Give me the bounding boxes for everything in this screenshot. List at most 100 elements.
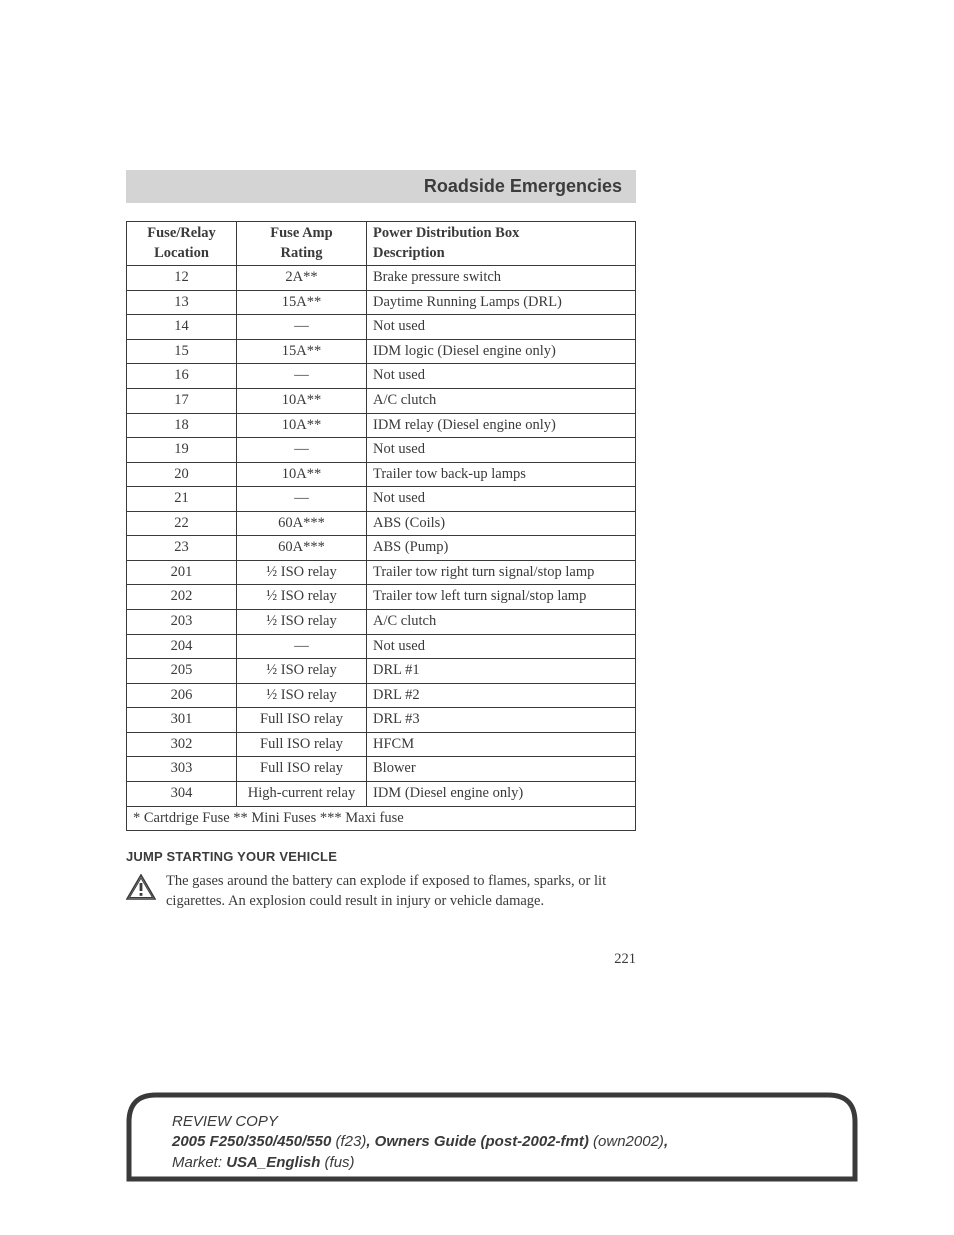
cell-location: 303 [127, 757, 237, 782]
cell-location: 22 [127, 511, 237, 536]
table-row: 206½ ISO relayDRL #2 [127, 683, 636, 708]
cell-desc: IDM relay (Diesel engine only) [367, 413, 636, 438]
table-footnote: * Cartdrige Fuse ** Mini Fuses *** Maxi … [127, 806, 636, 831]
cell-location: 17 [127, 388, 237, 413]
col-header-location: Fuse/Relay Location [127, 222, 237, 266]
footer-bold: Owners Guide (post-2002-fmt) [375, 1133, 593, 1150]
footer-line3: Market: USA_English (fus) [172, 1153, 668, 1173]
col-header-desc: Power Distribution Box Description [367, 222, 636, 266]
cell-amp: Full ISO relay [237, 708, 367, 733]
cell-location: 206 [127, 683, 237, 708]
jump-start-heading: JUMP STARTING YOUR VEHICLE [126, 849, 636, 864]
footer-text: (own2002) [593, 1133, 664, 1150]
table-row: 203½ ISO relayA/C clutch [127, 610, 636, 635]
cell-amp: 15A** [237, 339, 367, 364]
footer-text: (f23) [335, 1133, 366, 1150]
cell-amp: ½ ISO relay [237, 683, 367, 708]
footer-text: Market: [172, 1154, 226, 1171]
col-header-text: Power Distribution Box [373, 225, 519, 241]
table-row: 302Full ISO relayHFCM [127, 732, 636, 757]
cell-amp: 2A** [237, 266, 367, 291]
cell-amp: 60A*** [237, 536, 367, 561]
footer-cartouche: REVIEW COPY 2005 F250/350/450/550 (f23),… [126, 1092, 858, 1182]
cell-location: 14 [127, 315, 237, 340]
table-row: 2360A***ABS (Pump) [127, 536, 636, 561]
cell-desc: DRL #1 [367, 659, 636, 684]
section-header: Roadside Emergencies [126, 170, 636, 203]
cell-desc: ABS (Pump) [367, 536, 636, 561]
table-row: 122A**Brake pressure switch [127, 266, 636, 291]
cell-amp: — [237, 438, 367, 463]
table-row: 19—Not used [127, 438, 636, 463]
cell-desc: Daytime Running Lamps (DRL) [367, 290, 636, 315]
cell-amp: — [237, 634, 367, 659]
cell-desc: A/C clutch [367, 610, 636, 635]
footer-bold: 2005 F250/350/450/550 [172, 1133, 335, 1150]
cell-amp: 15A** [237, 290, 367, 315]
cell-desc: Not used [367, 634, 636, 659]
cell-desc: IDM (Diesel engine only) [367, 781, 636, 806]
table-row: 1710A**A/C clutch [127, 388, 636, 413]
page-number: 221 [126, 951, 636, 968]
table-row: 1315A**Daytime Running Lamps (DRL) [127, 290, 636, 315]
footer-bold: USA_English [226, 1154, 324, 1171]
fuse-table: Fuse/Relay Location Fuse Amp Rating Powe… [126, 221, 636, 831]
cell-location: 304 [127, 781, 237, 806]
cell-location: 19 [127, 438, 237, 463]
table-row: 1515A**IDM logic (Diesel engine only) [127, 339, 636, 364]
table-row: 2260A***ABS (Coils) [127, 511, 636, 536]
warning-icon [126, 874, 156, 907]
cell-desc: Trailer tow left turn signal/stop lamp [367, 585, 636, 610]
footer-line1: REVIEW COPY [172, 1112, 668, 1132]
table-row: 301Full ISO relayDRL #3 [127, 708, 636, 733]
cell-desc: Blower [367, 757, 636, 782]
cell-desc: Trailer tow back-up lamps [367, 462, 636, 487]
table-row: 21—Not used [127, 487, 636, 512]
cell-desc: ABS (Coils) [367, 511, 636, 536]
cell-amp: High-current relay [237, 781, 367, 806]
warning-text: The gases around the battery can explode… [166, 872, 636, 911]
table-row: 204—Not used [127, 634, 636, 659]
cell-location: 15 [127, 339, 237, 364]
cell-desc: Not used [367, 438, 636, 463]
cell-location: 12 [127, 266, 237, 291]
cell-location: 20 [127, 462, 237, 487]
col-header-text: Fuse/Relay [147, 225, 215, 241]
table-row: 2010A**Trailer tow back-up lamps [127, 462, 636, 487]
cell-location: 202 [127, 585, 237, 610]
table-row: 202½ ISO relayTrailer tow left turn sign… [127, 585, 636, 610]
cell-location: 16 [127, 364, 237, 389]
col-header-text: Fuse Amp [270, 225, 332, 241]
cell-location: 203 [127, 610, 237, 635]
footer-bold: , [366, 1133, 374, 1150]
cell-desc: DRL #3 [367, 708, 636, 733]
cell-desc: HFCM [367, 732, 636, 757]
cell-amp: ½ ISO relay [237, 659, 367, 684]
cell-amp: Full ISO relay [237, 732, 367, 757]
cell-amp: 60A*** [237, 511, 367, 536]
cell-desc: IDM logic (Diesel engine only) [367, 339, 636, 364]
cell-location: 23 [127, 536, 237, 561]
cell-desc: Not used [367, 315, 636, 340]
footer-line2: 2005 F250/350/450/550 (f23), Owners Guid… [172, 1132, 668, 1152]
cell-desc: Not used [367, 364, 636, 389]
cell-amp: — [237, 487, 367, 512]
cell-location: 204 [127, 634, 237, 659]
cell-amp: 10A** [237, 413, 367, 438]
cell-amp: ½ ISO relay [237, 610, 367, 635]
col-header-text: Location [154, 245, 209, 261]
cell-location: 18 [127, 413, 237, 438]
cell-desc: DRL #2 [367, 683, 636, 708]
cell-location: 201 [127, 560, 237, 585]
footer-bold: , [664, 1133, 668, 1150]
cell-desc: Brake pressure switch [367, 266, 636, 291]
table-row: 1810A**IDM relay (Diesel engine only) [127, 413, 636, 438]
col-header-text: Description [373, 245, 445, 261]
table-row: 201½ ISO relayTrailer tow right turn sig… [127, 560, 636, 585]
cell-location: 302 [127, 732, 237, 757]
cell-location: 13 [127, 290, 237, 315]
cell-amp: ½ ISO relay [237, 585, 367, 610]
col-header-amp: Fuse Amp Rating [237, 222, 367, 266]
table-footnote-row: * Cartdrige Fuse ** Mini Fuses *** Maxi … [127, 806, 636, 831]
table-row: 304High-current relayIDM (Diesel engine … [127, 781, 636, 806]
